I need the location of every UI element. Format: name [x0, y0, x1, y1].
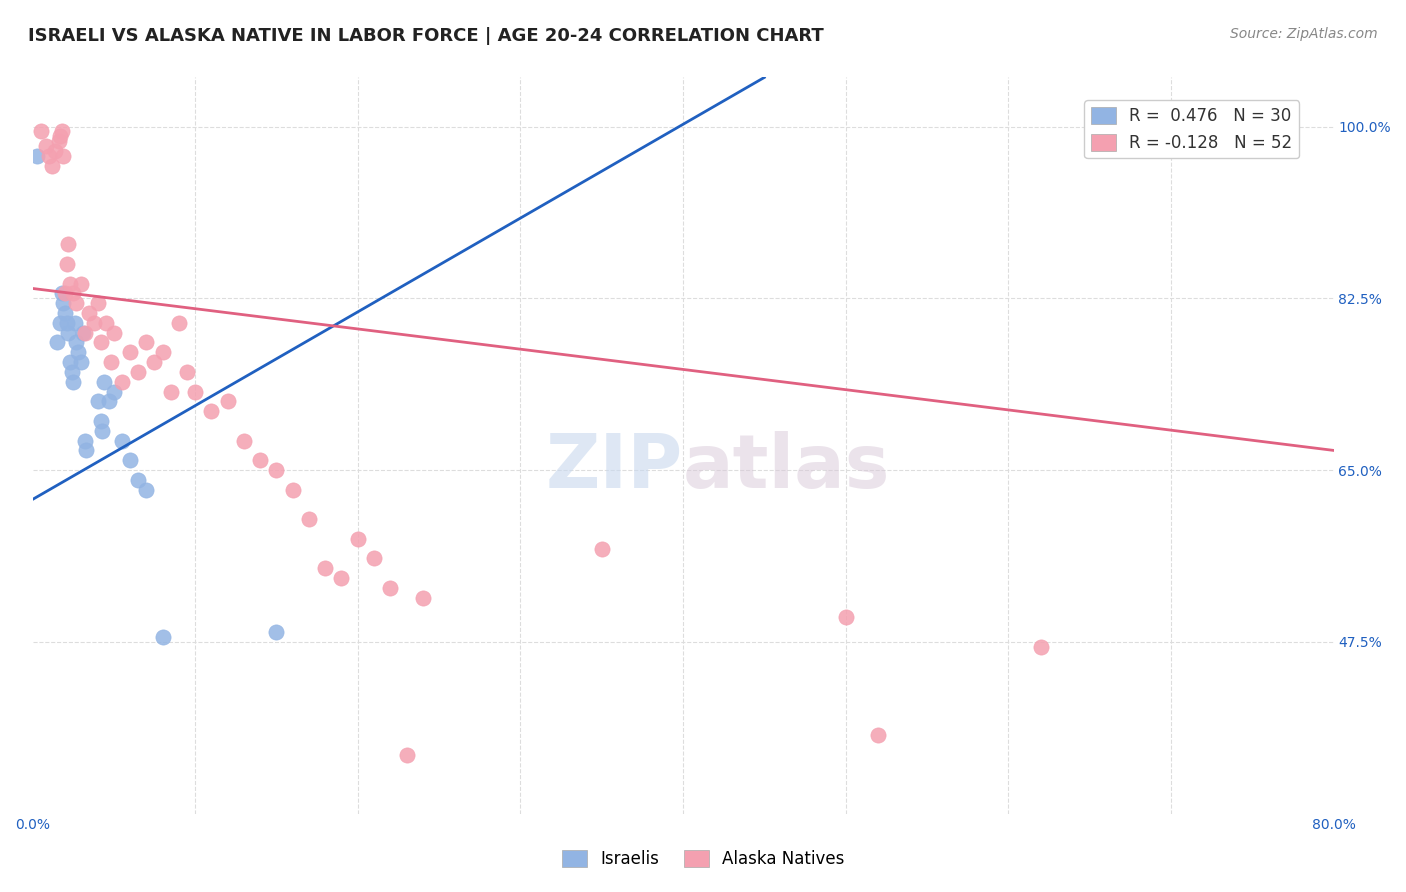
Point — [184, 384, 207, 399]
Point — [314, 561, 336, 575]
Point — [330, 571, 353, 585]
Point — [412, 591, 434, 605]
Point — [53, 286, 76, 301]
Point — [72, 326, 94, 340]
Point — [52, 296, 75, 310]
Point — [49, 316, 72, 330]
Point — [249, 453, 271, 467]
Point — [73, 326, 96, 340]
Text: Source: ZipAtlas.com: Source: ZipAtlas.com — [1230, 27, 1378, 41]
Point — [90, 335, 112, 350]
Point — [58, 326, 80, 340]
Point — [94, 316, 117, 330]
Point — [176, 365, 198, 379]
Point — [86, 394, 108, 409]
Point — [70, 355, 93, 369]
Point — [73, 434, 96, 448]
Point — [135, 483, 157, 497]
Point — [1029, 640, 1052, 654]
Text: atlas: atlas — [683, 431, 890, 504]
Text: ZIP: ZIP — [546, 431, 683, 504]
Point — [346, 532, 368, 546]
Point — [868, 728, 890, 742]
Point — [44, 144, 66, 158]
Point — [363, 551, 385, 566]
Point — [65, 296, 87, 310]
Point — [91, 424, 114, 438]
Point — [159, 384, 181, 399]
Point — [53, 306, 76, 320]
Point — [127, 473, 149, 487]
Point — [232, 434, 254, 448]
Point — [281, 483, 304, 497]
Point — [79, 306, 101, 320]
Point — [38, 149, 60, 163]
Point — [65, 335, 87, 350]
Point — [135, 335, 157, 350]
Point — [58, 237, 80, 252]
Point — [591, 541, 613, 556]
Legend: R =  0.476   N = 30, R = -0.128   N = 52: R = 0.476 N = 30, R = -0.128 N = 52 — [1084, 101, 1299, 159]
Point — [266, 463, 288, 477]
Point — [395, 747, 418, 762]
Point — [103, 326, 125, 340]
Point — [67, 345, 90, 359]
Point — [111, 434, 134, 448]
Point — [49, 129, 72, 144]
Point — [120, 453, 142, 467]
Point — [834, 610, 856, 624]
Point — [143, 355, 166, 369]
Point — [83, 316, 105, 330]
Point — [55, 257, 77, 271]
Point — [93, 375, 115, 389]
Point — [120, 345, 142, 359]
Point — [152, 345, 174, 359]
Point — [217, 394, 239, 409]
Point — [86, 296, 108, 310]
Point — [75, 443, 97, 458]
Point — [59, 277, 82, 291]
Legend: Israelis, Alaska Natives: Israelis, Alaska Natives — [555, 843, 851, 875]
Point — [48, 134, 70, 148]
Point — [59, 355, 82, 369]
Point — [30, 124, 52, 138]
Point — [266, 624, 288, 639]
Point — [41, 159, 63, 173]
Point — [60, 365, 83, 379]
Point — [100, 355, 122, 369]
Point — [103, 384, 125, 399]
Point — [380, 581, 402, 595]
Point — [111, 375, 134, 389]
Point — [63, 316, 86, 330]
Point — [55, 316, 77, 330]
Point — [90, 414, 112, 428]
Point — [127, 365, 149, 379]
Point — [200, 404, 222, 418]
Text: ISRAELI VS ALASKA NATIVE IN LABOR FORCE | AGE 20-24 CORRELATION CHART: ISRAELI VS ALASKA NATIVE IN LABOR FORCE … — [28, 27, 824, 45]
Point — [62, 286, 84, 301]
Point — [97, 394, 120, 409]
Point — [51, 124, 73, 138]
Point — [70, 277, 93, 291]
Point — [298, 512, 321, 526]
Point — [62, 375, 84, 389]
Point — [27, 149, 49, 163]
Point — [34, 139, 56, 153]
Point — [152, 630, 174, 644]
Point — [52, 149, 75, 163]
Point — [167, 316, 190, 330]
Point — [45, 335, 67, 350]
Point — [51, 286, 73, 301]
